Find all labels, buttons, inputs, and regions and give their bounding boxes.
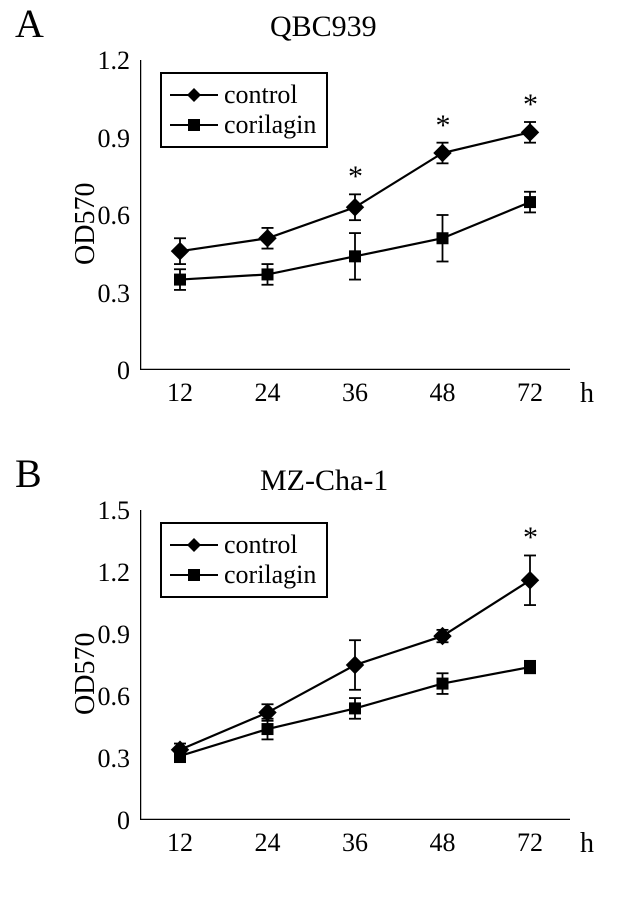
xtick-label: 12 [160,828,200,858]
panel-a: A QBC939 OD570 h control [0,0,630,450]
significance-star: * [523,521,538,555]
significance-star: * [436,109,451,143]
ytick-label: 0.9 [80,124,130,154]
ytick-label: 0.6 [80,682,130,712]
xtick-label: 36 [335,828,375,858]
xtick-label: 48 [423,828,463,858]
legend-label-corilagin: corilagin [224,560,316,590]
xtick-label: 12 [160,378,200,408]
legend-label-control: control [224,530,298,560]
legend-swatch-control [170,85,218,105]
panel-b-x-unit: h [580,828,594,860]
legend-row-control: control [170,530,316,560]
ytick-label: 0.3 [80,744,130,774]
legend-label-corilagin: corilagin [224,110,316,140]
xtick-label: 24 [248,378,288,408]
xtick-label: 48 [423,378,463,408]
diamond-icon [187,88,201,102]
page: A QBC939 OD570 h control [0,0,630,901]
legend-swatch-control [170,535,218,555]
legend-row-corilagin: corilagin [170,110,316,140]
xtick-label: 24 [248,828,288,858]
ytick-label: 0.9 [80,620,130,650]
significance-star: * [523,88,538,122]
xtick-label: 72 [510,378,550,408]
legend-swatch-corilagin [170,115,218,135]
ytick-label: 1.2 [80,558,130,588]
xtick-label: 36 [335,378,375,408]
ytick-label: 1.2 [80,46,130,76]
diamond-icon [187,538,201,552]
legend-label-control: control [224,80,298,110]
ytick-label: 1.5 [80,496,130,526]
legend-swatch-corilagin [170,565,218,585]
panel-b-title: MZ-Cha-1 [260,464,388,498]
panel-letter-a: A [15,0,44,47]
panel-b: B MZ-Cha-1 OD570 h control [0,450,630,901]
square-icon [188,569,200,581]
ytick-label: 0.3 [80,279,130,309]
square-icon [188,119,200,131]
legend-row-control: control [170,80,316,110]
xtick-label: 72 [510,828,550,858]
panel-b-legend: control corilagin [160,522,328,598]
panel-a-x-unit: h [580,378,594,410]
ytick-label: 0.6 [80,201,130,231]
ytick-label: 0 [80,806,130,836]
significance-star: * [348,160,363,194]
panel-a-legend: control corilagin [160,72,328,148]
panel-a-title: QBC939 [270,10,377,44]
panel-letter-b: B [15,450,42,497]
ytick-label: 0 [80,356,130,386]
legend-row-corilagin: corilagin [170,560,316,590]
